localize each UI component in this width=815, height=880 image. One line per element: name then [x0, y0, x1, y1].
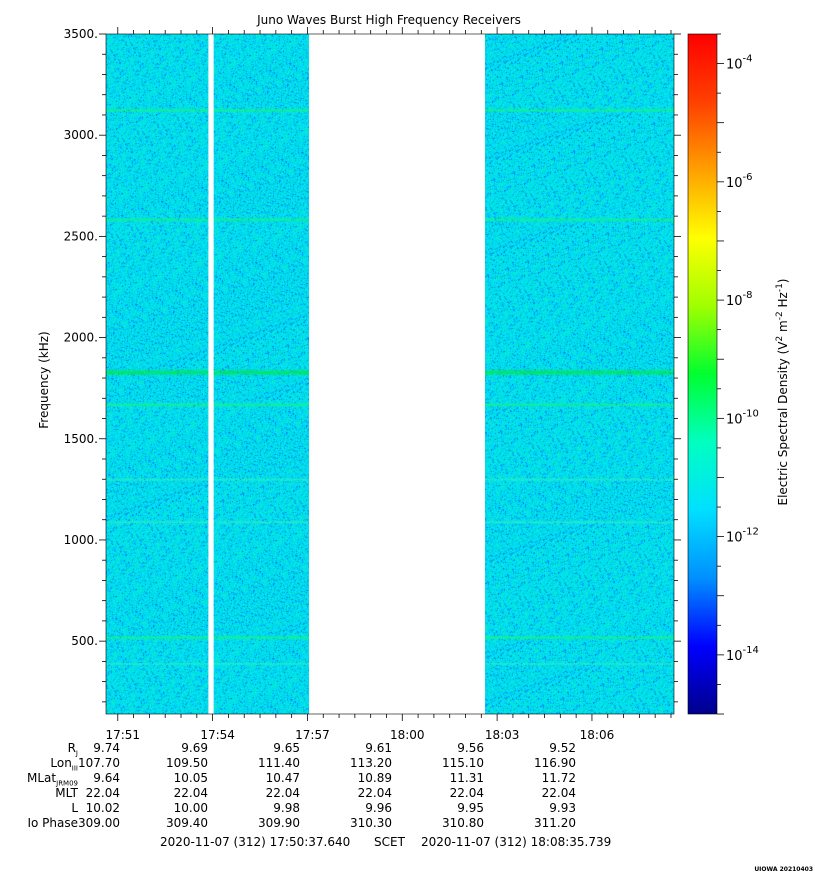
ephemeris-value: 22.04	[357, 786, 392, 800]
data-gap-1	[208, 33, 214, 715]
ephemeris-value: 113.20	[350, 756, 392, 770]
ephemeris-value: 10.00	[173, 801, 208, 815]
ephemeris-value: 311.20	[534, 816, 576, 830]
y-axis-label: Frequency (kHz)	[37, 331, 51, 428]
y-tick-label: 1000.	[64, 533, 98, 547]
end-time: 2020-11-07 (312) 18:08:35.739	[421, 835, 612, 849]
y-tick-label: 3500.	[64, 27, 98, 41]
x-tick-label: 18:06	[580, 728, 615, 742]
ephemeris-row-label: Io Phase	[27, 816, 78, 830]
start-time: 2020-11-07 (312) 17:50:37.640	[160, 835, 351, 849]
scet-label: SCET	[374, 835, 405, 849]
ephemeris-value: 10.47	[265, 771, 300, 785]
colorbar-tick-label: 10-4	[726, 54, 753, 73]
ephemeris-value: 310.80	[442, 816, 484, 830]
y-tick-label: 2000.	[64, 331, 98, 345]
ephemeris-value: 9.95	[457, 801, 484, 815]
ephemeris-value: 116.90	[534, 756, 576, 770]
x-tick-label: 18:03	[485, 728, 520, 742]
colorbar-tick-label: 10-12	[726, 527, 759, 546]
ephemeris-value: 10.02	[85, 801, 120, 815]
ephemeris-row-label: L	[71, 801, 78, 815]
ephemeris-value: 9.52	[549, 741, 576, 755]
y-tick-label: 500.	[71, 634, 98, 648]
y-tick-label: 2500.	[64, 229, 98, 243]
ephemeris-table: RJ 9.74 9.69 9.65 9.61 9.56 9.52 LonIII 107.70 10…	[0, 726, 815, 838]
ephemeris-value: 9.96	[365, 801, 392, 815]
ephemeris-value: 310.30	[350, 816, 392, 830]
colorbar-tick-label: 10-6	[726, 172, 753, 191]
ephemeris-row-label: MLatJRM09	[27, 771, 78, 788]
ephemeris-value: 9.61	[365, 741, 392, 755]
ephemeris-value: 111.40	[258, 756, 300, 770]
x-tick-label: 17:51	[105, 728, 140, 742]
ephemeris-value: 9.69	[181, 741, 208, 755]
ephemeris-value: 9.93	[549, 801, 576, 815]
ephemeris-row-label: LonIII	[50, 756, 78, 773]
colorbar-label: Electric Spectral Density (V2 m-2 Hz-1)	[775, 278, 790, 505]
ephemeris-value: 115.10	[442, 756, 484, 770]
colorbar-tick-label: 10-10	[726, 408, 759, 427]
colorbar-tick-label: 10-14	[726, 645, 759, 664]
ephemeris-value: 22.04	[265, 786, 300, 800]
plot-frame	[105, 33, 675, 715]
ephemeris-value: 107.70	[78, 756, 120, 770]
colorbar: 10-14 10-12 10-10 10-8 10-6 10-4 Electric Spec…	[687, 33, 790, 715]
ephemeris-value: 11.72	[541, 771, 576, 785]
ephemeris-value: 10.05	[173, 771, 208, 785]
ephemeris-value: 109.50	[166, 756, 208, 770]
credit-label: UIOWA 20210403	[754, 866, 813, 873]
y-tick-label: 1500.	[64, 432, 98, 446]
ephemeris-value: 309.90	[258, 816, 300, 830]
ephemeris-value: 11.31	[449, 771, 484, 785]
ephemeris-value: 22.04	[449, 786, 484, 800]
data-gap-2	[309, 33, 485, 715]
ephemeris-value: 9.74	[93, 741, 120, 755]
colorbar-scale	[687, 33, 718, 715]
y-tick-label: 3000.	[64, 128, 98, 142]
chart-title: Juno Waves Burst High Frequency Receiver…	[256, 13, 521, 27]
plot-area	[105, 33, 675, 715]
ephemeris-value: 309.40	[166, 816, 208, 830]
ephemeris-value: 9.56	[457, 741, 484, 755]
ephemeris-value: 22.04	[541, 786, 576, 800]
ephemeris-row-label: MLT	[55, 786, 78, 800]
ephemeris-value: 309.00	[78, 816, 120, 830]
ephemeris-value: 22.04	[173, 786, 208, 800]
ephemeris-value: 10.89	[357, 771, 392, 785]
x-tick-label: 18:00	[390, 728, 425, 742]
y-axis: 500. 1000. 1500. 2000. 2500. 3000. 3500.	[64, 27, 681, 703]
ephemeris-row-label: RJ	[67, 741, 78, 758]
colorbar-tick-label: 10-8	[726, 290, 753, 309]
ephemeris-value: 9.65	[273, 741, 300, 755]
x-tick-label: 17:54	[200, 728, 235, 742]
x-axis: 17:51 17:54 17:57 18:00 18:03 18:06	[105, 27, 672, 742]
ephemeris-value: 22.04	[85, 786, 120, 800]
x-tick-label: 17:57	[295, 728, 330, 742]
ephemeris-value: 9.64	[93, 771, 120, 785]
ephemeris-value: 9.98	[273, 801, 300, 815]
